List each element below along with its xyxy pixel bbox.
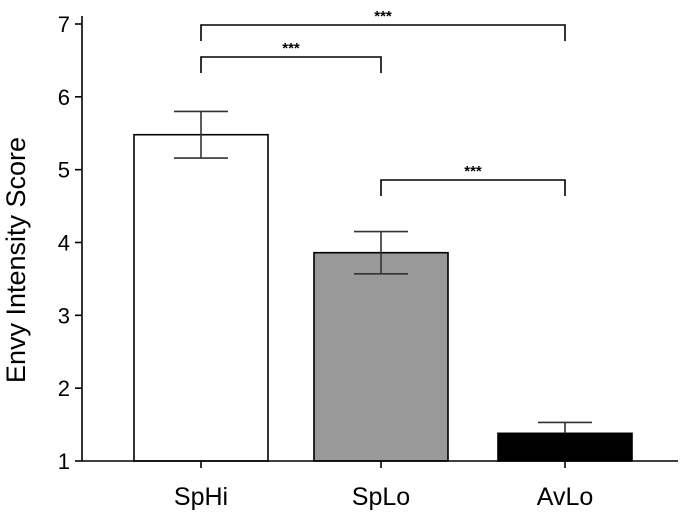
y-tick-label: 7 bbox=[58, 12, 70, 37]
error-bar-sphi bbox=[174, 110, 228, 159]
significance-label: *** bbox=[374, 8, 392, 25]
x-tick-label-splo: SpLo bbox=[352, 483, 410, 511]
x-tick-label-avlo: AvLo bbox=[537, 483, 594, 511]
bars bbox=[133, 133, 633, 462]
y-tick-label: 2 bbox=[58, 376, 70, 401]
bar-sphi bbox=[133, 133, 269, 462]
y-tick-label: 5 bbox=[58, 158, 70, 183]
significance-bracket-line bbox=[380, 179, 566, 196]
significance-label: *** bbox=[282, 40, 300, 57]
x-tick-label-sphi: SpHi bbox=[174, 483, 228, 511]
error-bar-avlo bbox=[538, 421, 592, 434]
significance-label: *** bbox=[464, 163, 482, 180]
y-tick-label: 1 bbox=[58, 449, 70, 474]
y-axis-title: Envy Intensity Score bbox=[1, 137, 31, 383]
error-bars bbox=[174, 110, 592, 434]
significance-bracket: *** bbox=[380, 163, 566, 196]
significance-brackets: *** *** *** bbox=[200, 8, 566, 196]
error-bar-splo bbox=[354, 230, 408, 275]
significance-bracket-line bbox=[200, 24, 566, 41]
bar-splo bbox=[313, 251, 449, 462]
significance-bracket: *** bbox=[200, 8, 566, 41]
significance-bracket-line bbox=[200, 56, 382, 73]
axes bbox=[81, 16, 678, 462]
y-ticks: 1 2 3 4 5 6 7 bbox=[58, 12, 82, 474]
x-tick-labels: SpHi SpLo AvLo bbox=[174, 461, 593, 511]
y-tick-label: 3 bbox=[58, 303, 70, 328]
y-tick-label: 6 bbox=[58, 85, 70, 110]
y-tick-label: 4 bbox=[58, 231, 70, 256]
significance-bracket: *** bbox=[200, 40, 382, 73]
bar-avlo bbox=[497, 432, 633, 462]
